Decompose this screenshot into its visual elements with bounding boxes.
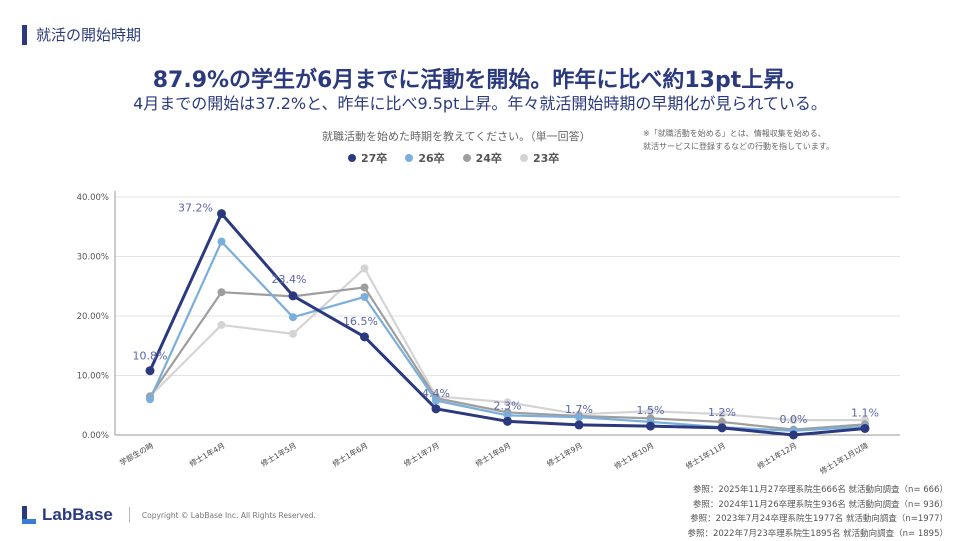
data-point-26卒 [146, 395, 154, 403]
labbase-logo: LabBase Copyright © LabBase Inc. All Rig… [22, 505, 316, 525]
series-line-23卒 [150, 268, 865, 420]
data-point-24卒 [218, 288, 226, 296]
x-tick-label: 修士1年1月以降 [818, 440, 871, 476]
data-point-24卒 [361, 283, 369, 291]
sources: 参照：2025年11月27卒理系院生666名 就活動向調査（n= 666） 参照… [687, 483, 948, 541]
logo-icon [22, 506, 36, 524]
data-point-27卒 [217, 209, 226, 218]
data-point-27卒 [146, 366, 155, 375]
x-tick-label: 修士1年9月 [545, 440, 584, 468]
data-label: 1.5% [637, 404, 665, 417]
x-tick-label: 修士1年11月 [684, 440, 727, 471]
logo-text: LabBase [42, 505, 113, 525]
x-tick-label: 修士1年6月 [330, 440, 369, 468]
data-point-26卒 [289, 313, 297, 321]
y-tick-label: 20.00% [77, 312, 109, 322]
data-point-27卒 [789, 431, 798, 440]
data-label: 1.7% [565, 403, 593, 416]
data-point-23卒 [361, 264, 369, 272]
source-line: 参照：2022年7月23卒理系院生1895名 就活動向調査（n= 1895） [687, 527, 948, 541]
x-tick-label: 学部生の時 [118, 440, 156, 468]
source-line: 参照：2023年7月24卒理系院生1977名 就活動向調査（n=1977） [687, 512, 948, 527]
x-tick-label: 修士1年7月 [402, 440, 441, 468]
data-point-26卒 [218, 238, 226, 246]
x-tick-label: 修士1年5月 [259, 440, 298, 468]
data-point-27卒 [503, 417, 512, 426]
data-point-27卒 [718, 423, 727, 432]
source-line: 参照：2024年11月26卒理系院生936名 就活動向調査（n= 936） [687, 498, 948, 513]
data-point-27卒 [289, 291, 298, 300]
data-point-27卒 [360, 332, 369, 341]
data-label: 37.2% [178, 202, 213, 215]
x-tick-label: 修士1年4月 [187, 440, 226, 468]
logo-divider [129, 507, 130, 523]
data-point-27卒 [432, 404, 441, 413]
y-tick-label: 40.00% [77, 193, 109, 203]
x-tick-label: 修士1年12月 [755, 440, 798, 471]
y-tick-label: 10.00% [77, 372, 109, 382]
data-label: 23.4% [272, 273, 307, 286]
data-label: 1.2% [708, 406, 736, 419]
data-label: 16.5% [343, 315, 378, 328]
data-point-27卒 [646, 422, 655, 431]
x-tick-label: 修士1年8月 [473, 440, 512, 468]
data-label: 10.8% [133, 350, 168, 363]
data-label: 1.1% [851, 406, 879, 419]
data-point-23卒 [289, 330, 297, 338]
data-label: 4.4% [422, 387, 450, 400]
data-point-26卒 [361, 293, 369, 301]
copyright: Copyright © LabBase Inc. All Rights Rese… [142, 511, 316, 520]
y-tick-label: 30.00% [77, 253, 109, 263]
data-label: 0.0% [780, 413, 808, 426]
source-line: 参照：2025年11月27卒理系院生666名 就活動向調査（n= 666） [687, 483, 948, 498]
data-point-23卒 [218, 321, 226, 329]
y-tick-label: 0.00% [82, 431, 109, 441]
data-label: 2.3% [494, 399, 522, 412]
data-point-27卒 [575, 420, 584, 429]
data-point-27卒 [861, 424, 870, 433]
x-tick-label: 修士1年10月 [612, 440, 655, 471]
